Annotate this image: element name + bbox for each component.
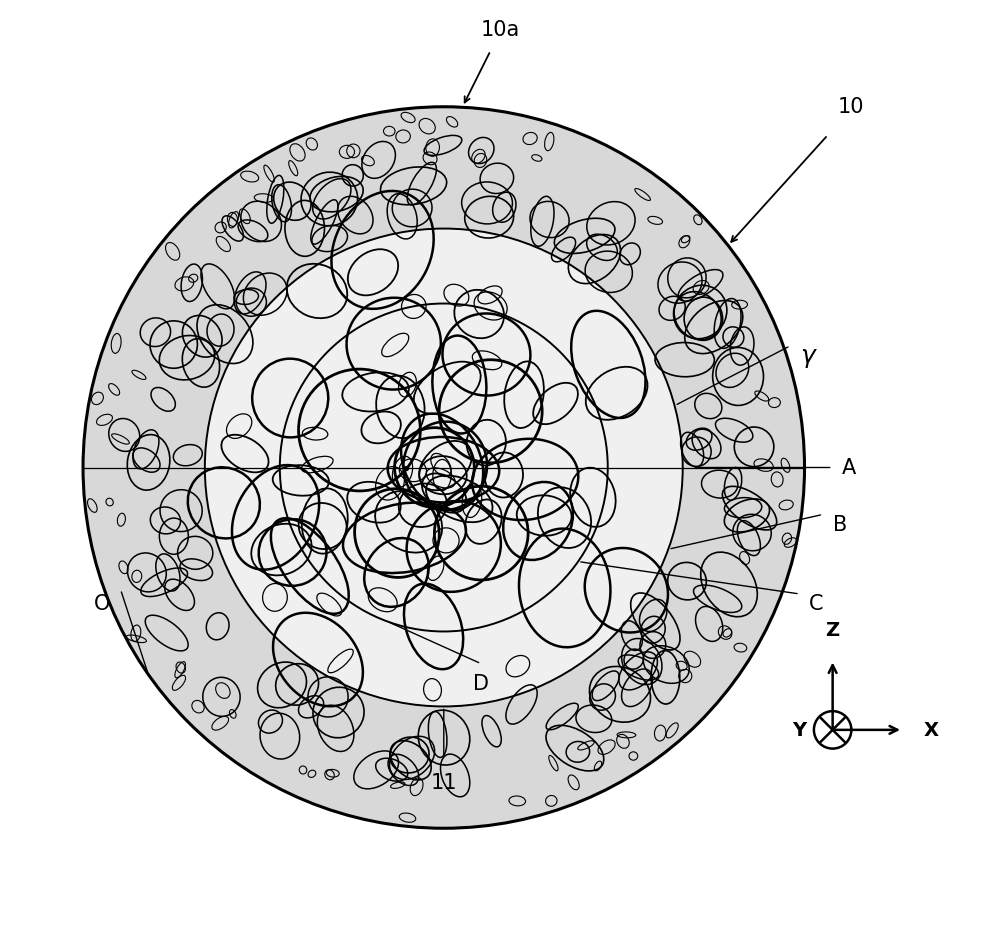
Text: B: B <box>833 514 847 534</box>
Wedge shape <box>205 229 683 707</box>
Wedge shape <box>83 108 805 828</box>
Text: Y: Y <box>792 721 806 739</box>
Text: Z: Z <box>826 621 840 639</box>
Text: 10: 10 <box>838 97 865 117</box>
Text: 10a: 10a <box>480 21 520 40</box>
Text: O: O <box>94 593 110 614</box>
Text: 11: 11 <box>431 772 457 792</box>
Text: γ: γ <box>800 344 815 368</box>
Text: D: D <box>473 673 489 694</box>
Text: C: C <box>809 593 824 614</box>
Text: X: X <box>924 721 939 739</box>
Text: A: A <box>842 458 856 478</box>
